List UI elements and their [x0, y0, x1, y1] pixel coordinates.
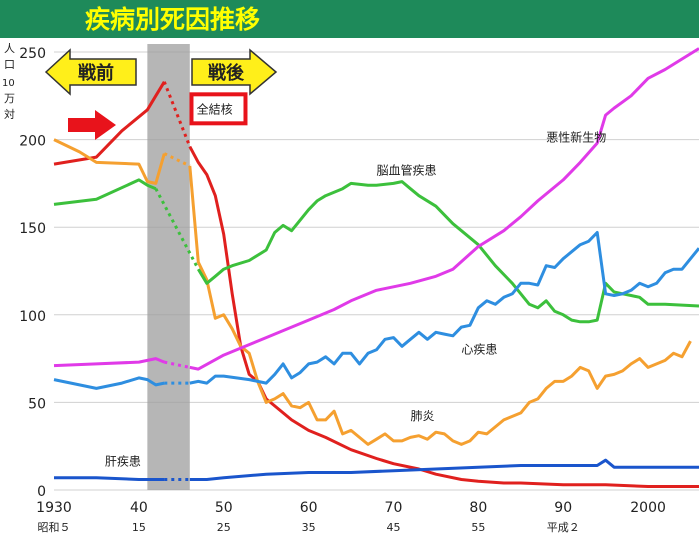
cancer-line-prewar	[53, 357, 165, 368]
heart-line-prewar	[53, 376, 165, 390]
cancer-line-postwar	[189, 47, 699, 371]
prewar-label: 戦前	[78, 62, 114, 84]
cancer-line-gap	[163, 360, 191, 369]
y-axis-label-4: 万	[4, 92, 15, 105]
pneumonia-line-postwar	[188, 165, 692, 446]
x-tick-sublabel: 15	[132, 521, 146, 534]
y-tick-label: 50	[28, 396, 46, 412]
pneumonia-line-prewar	[53, 138, 166, 185]
x-tick-label: 2000	[630, 500, 666, 516]
y-tick-label: 150	[19, 221, 46, 237]
x-tick-label: 50	[215, 500, 233, 516]
series-label-heart: 心疾患	[461, 341, 497, 356]
chart-title: 疾病別死因推移	[85, 5, 260, 34]
tuberculosis-line-gap	[162, 81, 192, 148]
y-tick-label: 0	[37, 484, 46, 500]
series-label-cancer: 悪性新生物	[546, 129, 606, 144]
y-tick-label: 200	[19, 134, 46, 150]
x-tick-sublabel: 25	[217, 521, 231, 534]
x-tick-sublabel: 45	[386, 521, 400, 534]
series-label-pneumonia: 肺炎	[410, 409, 434, 423]
red-pointer-arrow	[68, 110, 116, 140]
x-tick-sublabel: 55	[471, 521, 485, 534]
cerebrovascular-line-prewar	[53, 178, 157, 206]
title-bar	[0, 0, 699, 38]
y-axis-label-2: 口	[4, 58, 15, 71]
liver-line-prewar	[54, 476, 165, 481]
series-label-liver: 肝疾患	[105, 453, 141, 468]
liver-line-postwar	[189, 458, 699, 481]
tuberculosis-line-prewar	[53, 81, 166, 166]
y-axis-label-5: 対	[4, 107, 15, 121]
y-axis-label-1: 人	[4, 42, 15, 55]
cerebrovascular-line-postwar	[197, 180, 699, 324]
x-tick-label: 1930	[36, 500, 72, 516]
x-tick-label: 60	[300, 500, 318, 516]
x-tick-label: 90	[554, 500, 572, 516]
postwar-label: 戦後	[208, 62, 245, 84]
x-tick-sublabel: 35	[302, 521, 316, 534]
x-tick-sublabel: 平成２	[547, 521, 580, 534]
x-tick-label: 40	[130, 500, 148, 516]
y-axis-label-3: 10	[2, 78, 15, 89]
cerebrovascular-line-gap	[154, 187, 200, 270]
postwar-arrow	[191, 48, 278, 96]
x-tick-label: 70	[385, 500, 403, 516]
tuberculosis-line-postwar	[188, 145, 699, 488]
war-period-shade	[147, 44, 190, 490]
x-tick-label: 80	[469, 500, 487, 516]
series-label-tuberculosis: 全結核	[197, 101, 233, 116]
prewar-arrow	[44, 48, 137, 96]
pneumonia-line-gap	[163, 152, 191, 168]
y-tick-label: 100	[19, 309, 46, 325]
series-label-cerebrovascular: 脳血管疾患	[377, 163, 437, 178]
y-tick-label: 250	[19, 46, 46, 62]
x-tick-sublabel: 昭和５	[38, 521, 71, 534]
heart-line-postwar	[189, 231, 699, 385]
tuberculosis-highlight-box	[189, 92, 248, 126]
